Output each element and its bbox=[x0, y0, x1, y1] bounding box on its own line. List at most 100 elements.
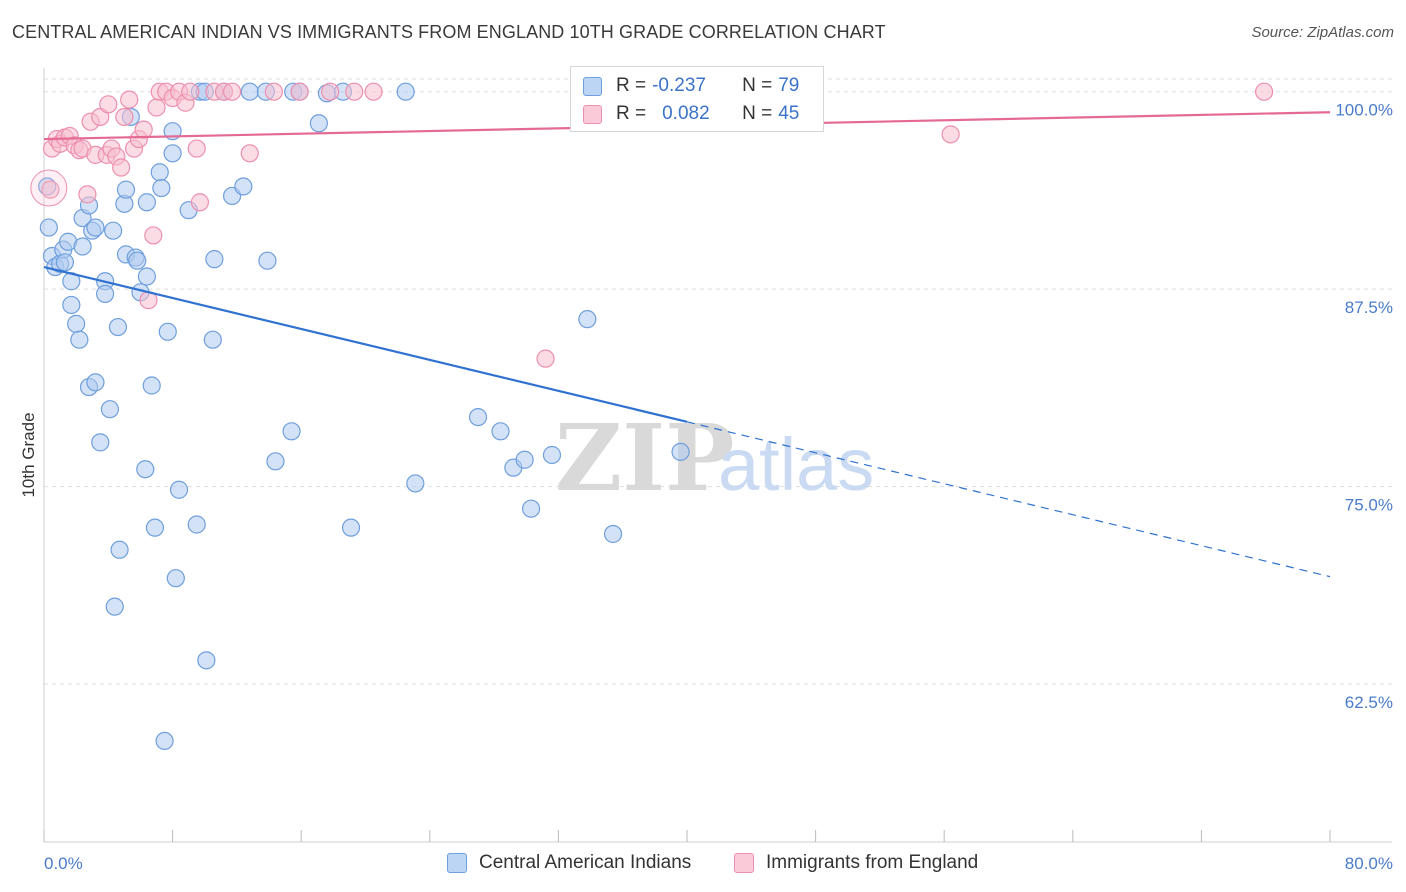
point-central-american-indians bbox=[137, 193, 156, 212]
point-immigrants-from-england bbox=[112, 158, 131, 177]
point-immigrants-from-england bbox=[536, 349, 555, 368]
point-immigrants-from-england bbox=[115, 107, 134, 127]
legend-r-label: R = bbox=[616, 75, 647, 96]
grid-lines bbox=[44, 78, 1392, 685]
point-central-american-indians bbox=[341, 518, 361, 537]
source-label: Source: ZipAtlas.com bbox=[1251, 24, 1394, 41]
series-immigrants-from-england bbox=[30, 82, 1274, 368]
point-immigrants-from-england bbox=[264, 82, 283, 101]
point-central-american-indians bbox=[67, 314, 86, 333]
bottom-legend-label-blue: Central American Indians bbox=[479, 852, 692, 873]
point-immigrants-from-england bbox=[187, 139, 206, 158]
point-central-american-indians bbox=[468, 407, 488, 427]
point-central-american-indians bbox=[137, 267, 156, 286]
legend-r-value: -0.237 bbox=[652, 75, 706, 96]
point-central-american-indians bbox=[142, 376, 161, 395]
point-immigrants-from-england bbox=[222, 82, 242, 101]
point-central-american-indians bbox=[150, 163, 169, 182]
point-central-american-indians bbox=[203, 330, 222, 349]
point-cluster bbox=[30, 169, 68, 207]
point-central-american-indians bbox=[197, 651, 216, 670]
point-central-american-indians bbox=[136, 460, 155, 479]
series-central-american-indians bbox=[38, 82, 690, 751]
point-immigrants-from-england bbox=[144, 226, 163, 245]
point-central-american-indians bbox=[70, 330, 89, 349]
point-central-american-indians bbox=[128, 251, 147, 270]
point-central-american-indians bbox=[55, 253, 74, 272]
point-central-american-indians bbox=[158, 322, 177, 341]
point-central-american-indians bbox=[155, 731, 174, 751]
point-central-american-indians bbox=[152, 178, 171, 198]
watermark-zip: ZIP bbox=[555, 404, 734, 512]
point-central-american-indians bbox=[521, 499, 541, 518]
legend-row-blue: R = -0.237 N = 79 bbox=[583, 72, 799, 100]
point-immigrants-from-england bbox=[364, 82, 383, 101]
point-immigrants-from-england bbox=[240, 144, 259, 163]
point-central-american-indians bbox=[91, 433, 110, 452]
bottom-legend-blue: Central American Indians bbox=[447, 852, 691, 874]
point-central-american-indians bbox=[86, 373, 105, 392]
legend-r-label: R = bbox=[616, 103, 647, 124]
point-central-american-indians bbox=[163, 144, 182, 163]
trend-line-blue bbox=[43, 265, 688, 423]
legend-swatch-blue bbox=[583, 76, 602, 96]
point-immigrants-from-england bbox=[41, 180, 60, 199]
bottom-legend-pink: Immigrants from England bbox=[734, 852, 978, 874]
chart-title: CENTRAL AMERICAN INDIAN VS IMMIGRANTS FR… bbox=[12, 22, 886, 42]
point-central-american-indians bbox=[73, 237, 92, 256]
legend-n-label: N = bbox=[742, 103, 773, 124]
point-immigrants-from-england bbox=[78, 185, 97, 204]
point-central-american-indians bbox=[116, 180, 136, 199]
point-central-american-indians bbox=[491, 422, 510, 441]
point-central-american-indians bbox=[396, 82, 415, 101]
legend-n-label: N = bbox=[742, 75, 773, 96]
point-central-american-indians bbox=[266, 452, 285, 471]
y-axis-label: 10th Grade bbox=[19, 412, 38, 497]
point-central-american-indians bbox=[62, 295, 81, 315]
y-tick-label: 62.5% bbox=[1345, 693, 1393, 712]
point-central-american-indians bbox=[671, 442, 690, 461]
point-central-american-indians bbox=[515, 450, 534, 469]
axis-labels: 62.5% 75.0% 87.5% 100.0% 0.0% 80.0% 10th Grade bbox=[19, 101, 1393, 873]
point-immigrants-from-england bbox=[941, 125, 960, 144]
point-immigrants-from-england bbox=[321, 82, 340, 101]
point-central-american-indians bbox=[406, 474, 425, 493]
point-immigrants-from-england bbox=[290, 82, 309, 101]
x-tick-label: 80.0% bbox=[1345, 854, 1393, 873]
watermark-atlas: atlas bbox=[718, 423, 874, 506]
point-central-american-indians bbox=[187, 515, 206, 534]
point-central-american-indians bbox=[282, 422, 301, 441]
point-central-american-indians bbox=[110, 540, 129, 559]
x-tick-label: 0.0% bbox=[44, 854, 83, 873]
point-central-american-indians bbox=[205, 250, 224, 269]
point-immigrants-from-england bbox=[134, 120, 153, 139]
y-tick-label: 87.5% bbox=[1345, 298, 1393, 317]
point-central-american-indians bbox=[166, 569, 185, 588]
legend-swatch-pink bbox=[583, 104, 602, 124]
y-tick-label: 75.0% bbox=[1345, 496, 1393, 515]
point-central-american-indians bbox=[578, 310, 597, 329]
bottom-legend-swatch-pink bbox=[734, 853, 754, 873]
point-central-american-indians bbox=[100, 400, 120, 419]
watermark: ZIP atlas bbox=[555, 404, 874, 512]
point-central-american-indians bbox=[145, 518, 165, 537]
y-tick-label: 100.0% bbox=[1335, 101, 1393, 120]
point-immigrants-from-england bbox=[190, 193, 210, 212]
correlation-legend: R = -0.237 N = 79 R = 0.082 N = 45 bbox=[570, 66, 824, 132]
point-central-american-indians bbox=[542, 445, 562, 465]
point-central-american-indians bbox=[309, 114, 328, 133]
axes bbox=[43, 68, 1392, 843]
point-central-american-indians bbox=[169, 480, 189, 499]
point-central-american-indians bbox=[108, 317, 128, 337]
trend-line-blue-dashed bbox=[686, 421, 1331, 578]
legend-n-value: 45 bbox=[778, 103, 800, 124]
point-immigrants-from-england bbox=[147, 98, 166, 117]
bottom-legend-swatch-blue bbox=[447, 853, 467, 873]
point-immigrants-from-england bbox=[99, 95, 118, 114]
point-central-american-indians bbox=[86, 218, 105, 237]
point-central-american-indians bbox=[258, 251, 277, 270]
point-central-american-indians bbox=[105, 597, 124, 616]
bottom-legend-label-pink: Immigrants from England bbox=[766, 852, 979, 873]
point-central-american-indians bbox=[104, 221, 123, 240]
